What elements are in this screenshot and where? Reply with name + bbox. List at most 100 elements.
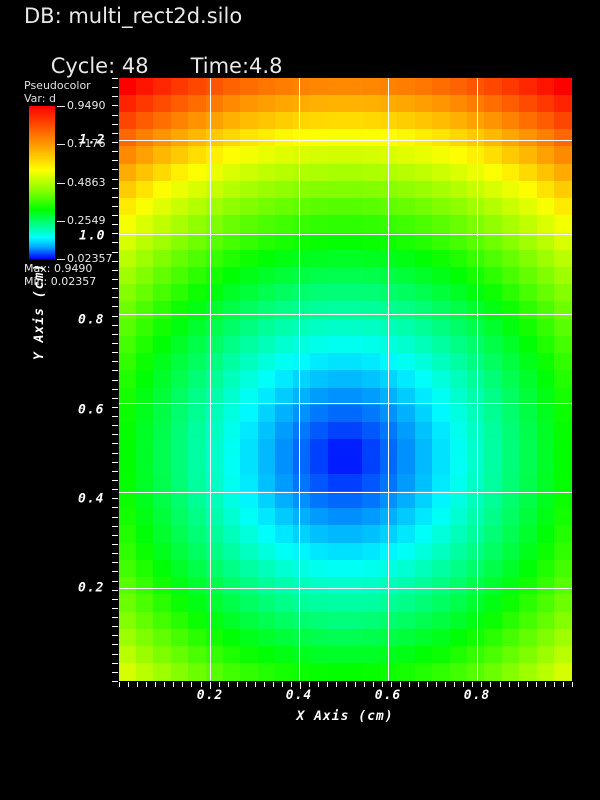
- x-axis-tick: [364, 682, 365, 687]
- gridline-horizontal: [119, 403, 572, 404]
- x-axis-tick: [518, 682, 519, 687]
- x-axis-tick: [228, 682, 229, 687]
- y-axis-tick: [112, 169, 118, 170]
- x-axis-tick: [291, 682, 292, 687]
- x-tick-label: 0.2: [196, 688, 224, 703]
- y-axis-tick: [112, 489, 118, 490]
- y-axis-tick: [112, 297, 118, 298]
- gridline-vertical: [210, 78, 211, 681]
- x-axis-tick: [210, 682, 211, 689]
- y-tick-label-upper: 1.0: [79, 228, 106, 244]
- y-axis-tick: [112, 626, 118, 627]
- colorbar-tick-label: 0.02357: [67, 252, 113, 265]
- x-axis-tick: [219, 682, 220, 687]
- y-axis-tick: [112, 526, 118, 527]
- gridline-horizontal: [119, 588, 572, 589]
- y-axis-tick: [112, 672, 118, 673]
- x-axis-tick: [201, 682, 202, 687]
- y-axis-tick: [112, 480, 118, 481]
- y-axis-tick: [112, 261, 118, 262]
- y-axis-tick: [112, 233, 118, 234]
- x-axis-tick: [119, 682, 120, 687]
- x-axis-tick: [500, 682, 501, 687]
- x-axis-tick: [545, 682, 546, 687]
- colorbar-tick-label: 0.4863: [67, 175, 106, 189]
- y-tick-label: 0.2: [78, 580, 105, 596]
- x-axis-tick: [445, 682, 446, 687]
- y-axis-title: Y Axis (cm): [32, 262, 47, 360]
- y-axis-tick: [112, 142, 118, 143]
- y-axis-tick: [112, 416, 118, 417]
- gridline-horizontal: [119, 492, 572, 493]
- y-tick-label-upper: 1.2: [79, 132, 106, 148]
- y-axis-tick: [112, 179, 118, 180]
- y-axis-tick: [112, 553, 118, 554]
- x-axis-tick: [300, 682, 301, 689]
- y-tick-label: 0.4: [78, 491, 105, 507]
- y-axis-tick: [112, 599, 118, 600]
- y-axis-tick: [112, 617, 118, 618]
- x-axis-tick: [282, 682, 283, 687]
- x-axis-tick: [346, 682, 347, 687]
- x-axis-tick: [536, 682, 537, 687]
- x-axis-tick: [527, 682, 528, 687]
- y-axis-tick: [112, 224, 118, 225]
- y-axis-tick: [112, 644, 118, 645]
- x-axis-tick: [336, 682, 337, 687]
- heatmap-canvas: [119, 78, 572, 681]
- y-axis-tick: [112, 206, 118, 207]
- x-axis-tick: [427, 682, 428, 687]
- legend-max: Max: 0.9490: [24, 262, 93, 275]
- y-axis-tick: [112, 571, 118, 572]
- y-axis-tick: [112, 188, 118, 189]
- x-axis-tick: [563, 682, 564, 687]
- legend-plot-type: Pseudocolor: [24, 79, 91, 92]
- gridline-vertical: [477, 78, 478, 681]
- y-axis-tick: [112, 160, 118, 161]
- x-axis-tick: [273, 682, 274, 687]
- y-axis-tick: [112, 133, 118, 134]
- colorbar-tick-mark: [57, 220, 65, 222]
- x-axis-tick: [418, 682, 419, 687]
- x-axis-tick: [463, 682, 464, 687]
- pseudocolor-plot[interactable]: [119, 78, 572, 681]
- colorbar-tick-label: 0.7176: [67, 137, 106, 151]
- y-axis-tick: [112, 352, 118, 353]
- x-axis-tick: [309, 682, 310, 687]
- y-axis-tick: [112, 370, 118, 371]
- y-axis-tick: [112, 507, 118, 508]
- y-axis-tick: [112, 581, 118, 582]
- y-axis-tick: [112, 288, 118, 289]
- y-axis-tick: [112, 443, 118, 444]
- x-axis-tick: [409, 682, 410, 687]
- y-axis-tick: [112, 361, 118, 362]
- y-axis-tick: [112, 608, 118, 609]
- y-axis-tick: [112, 279, 118, 280]
- x-axis-tick: [146, 682, 147, 687]
- x-axis-tick: [400, 682, 401, 687]
- x-axis-title: X Axis (cm): [296, 709, 394, 724]
- legend-variable: Var: d: [24, 92, 56, 105]
- y-tick-label: 0.8: [78, 312, 105, 328]
- x-axis-tick: [509, 682, 510, 687]
- y-axis-tick: [112, 663, 118, 664]
- x-axis-tick: [182, 682, 183, 687]
- x-axis-tick: [454, 682, 455, 687]
- database-title: DB: multi_rect2d.silo: [24, 4, 243, 28]
- gridline-horizontal: [119, 140, 572, 141]
- y-axis-tick: [112, 215, 118, 216]
- x-axis-tick: [373, 682, 374, 687]
- y-axis-tick: [112, 654, 118, 655]
- x-axis-tick: [137, 682, 138, 687]
- y-axis-tick: [112, 87, 118, 88]
- y-axis-tick: [112, 389, 118, 390]
- y-axis-tick: [112, 252, 118, 253]
- y-axis-tick: [112, 270, 118, 271]
- y-axis-tick: [112, 453, 118, 454]
- y-axis-tick: [112, 398, 118, 399]
- y-axis-tick: [112, 498, 118, 499]
- x-axis-tick: [572, 682, 573, 687]
- colorbar-tick-label: 0.9490: [67, 99, 106, 112]
- y-axis-tick: [112, 544, 118, 545]
- x-axis-tick: [327, 682, 328, 687]
